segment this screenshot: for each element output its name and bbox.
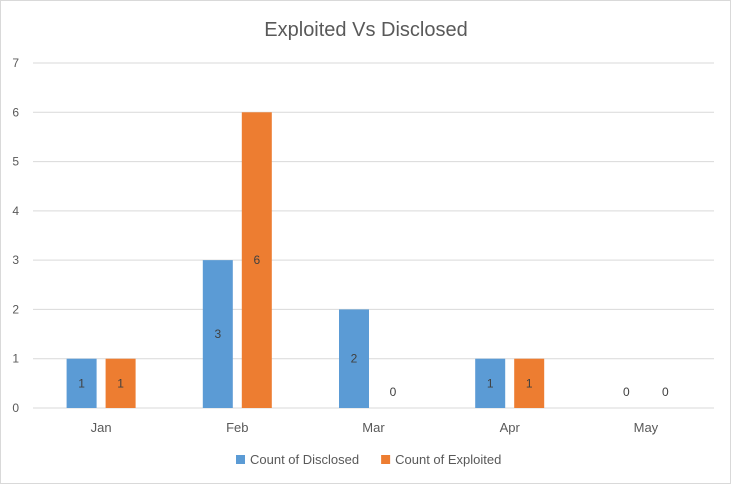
- data-label: 6: [253, 253, 260, 267]
- bars: [66, 112, 545, 409]
- data-label: 0: [623, 385, 630, 399]
- y-tick-label: 7: [12, 56, 19, 70]
- bar: [202, 260, 233, 408]
- data-label: 1: [487, 376, 494, 390]
- data-label: 3: [214, 327, 221, 341]
- bar: [475, 358, 506, 408]
- legend-swatch: [381, 455, 391, 464]
- y-tick-label: 4: [12, 204, 19, 218]
- legend-item: Count of Exploited: [381, 452, 501, 467]
- data-label: 1: [526, 376, 533, 390]
- data-label: 0: [390, 385, 397, 399]
- y-axis-ticks: 0 1 2 3 4 5 6 7: [12, 56, 19, 415]
- x-tick-label: Mar: [362, 420, 385, 435]
- legend-label: Count of Exploited: [395, 452, 501, 467]
- bar: [105, 358, 136, 408]
- bar: [241, 112, 272, 409]
- data-label: 1: [117, 376, 124, 390]
- x-tick-label: May: [634, 420, 659, 435]
- x-axis-ticks: Jan Feb Mar Apr May: [91, 420, 659, 435]
- data-label: 2: [351, 352, 358, 366]
- y-tick-label: 5: [12, 155, 19, 169]
- bar: [514, 358, 545, 408]
- x-tick-label: Jan: [91, 420, 112, 435]
- x-tick-label: Feb: [226, 420, 248, 435]
- y-tick-label: 1: [12, 352, 19, 366]
- gridlines: [33, 62, 714, 409]
- data-labels: 1 1 3 6 2 0 1 1 0 0: [78, 253, 669, 399]
- legend-swatch: [236, 455, 245, 464]
- y-tick-label: 0: [12, 401, 19, 415]
- x-tick-label: Apr: [500, 420, 521, 435]
- legend: Count of Disclosed Count of Exploited: [236, 452, 501, 467]
- data-label: 0: [662, 385, 669, 399]
- y-tick-label: 6: [12, 105, 19, 119]
- bar: [339, 309, 369, 408]
- y-tick-label: 2: [12, 302, 19, 316]
- chart-title: Exploited Vs Disclosed: [264, 19, 467, 41]
- legend-item: Count of Disclosed: [236, 452, 359, 467]
- y-tick-label: 3: [12, 253, 19, 267]
- bar: [66, 358, 97, 408]
- data-label: 1: [78, 376, 85, 390]
- legend-label: Count of Disclosed: [250, 452, 359, 467]
